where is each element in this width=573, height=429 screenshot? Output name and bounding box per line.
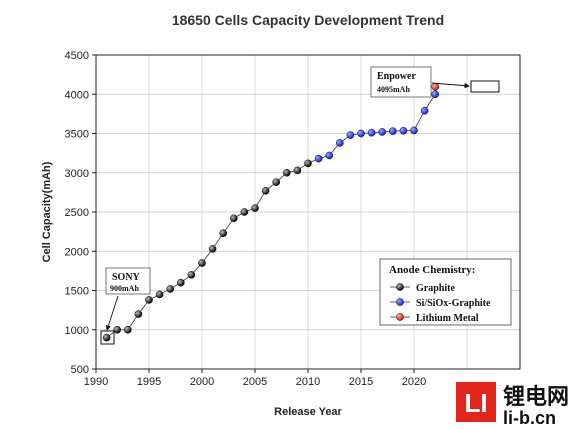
point-graphite bbox=[251, 204, 259, 212]
point-si-siox-graphite bbox=[410, 126, 418, 135]
sony-arrow bbox=[105, 295, 119, 331]
x-tick-label: 1990 bbox=[84, 376, 108, 388]
watermark-logo bbox=[456, 382, 496, 422]
watermark: LI 锂电网 li-b.cn bbox=[456, 382, 569, 428]
point-si-siox-graphite bbox=[399, 126, 408, 135]
legend-label-si-siox-graphite: Si/SiOx-Graphite bbox=[416, 298, 491, 309]
point-graphite bbox=[166, 285, 174, 293]
y-tick-label: 500 bbox=[71, 364, 89, 376]
point-si-siox-graphite bbox=[335, 139, 344, 147]
legend-title: Anode Chemistry: bbox=[389, 264, 475, 276]
point-graphite bbox=[124, 325, 132, 334]
legend-marker-lithium-metal bbox=[396, 313, 404, 321]
point-graphite bbox=[229, 214, 238, 223]
point-graphite bbox=[261, 187, 270, 195]
y-tick-label: 2000 bbox=[65, 246, 89, 258]
point-graphite bbox=[155, 290, 164, 299]
y-axis-label: Cell Capacity(mAh) bbox=[41, 161, 53, 262]
sony-sublabel: 900mAh bbox=[110, 284, 139, 293]
legend-label-graphite: Graphite bbox=[416, 283, 455, 294]
point-si-siox-graphite bbox=[314, 154, 323, 163]
point-graphite bbox=[208, 245, 217, 253]
sony-highlight-box bbox=[100, 330, 115, 345]
point-graphite bbox=[293, 166, 302, 175]
y-tick-label: 1000 bbox=[65, 325, 89, 337]
x-tick-label: 1995 bbox=[137, 376, 161, 388]
point-graphite bbox=[145, 296, 153, 304]
x-axis-label: Release Year bbox=[274, 406, 342, 418]
y-tick-label: 3500 bbox=[65, 129, 89, 141]
data-points bbox=[102, 82, 440, 342]
enpower-label-box bbox=[370, 66, 432, 98]
point-si-siox-graphite bbox=[367, 128, 376, 137]
legend-label-lithium-metal: Lithium Metal bbox=[416, 313, 479, 324]
point-graphite bbox=[187, 270, 196, 279]
watermark-logo-letters: LI bbox=[464, 388, 487, 418]
x-axis: 1990 1995 2000 2005 2010 2015 2020 bbox=[84, 369, 426, 388]
enpower-sublabel: 4095mAh bbox=[377, 85, 410, 94]
legend-entries: Graphite Si/SiOx-Graphite Lithium Metal bbox=[390, 283, 491, 324]
point-si-siox-graphite bbox=[346, 131, 355, 139]
y-tick-label: 4500 bbox=[65, 50, 89, 62]
y-tick-label: 3000 bbox=[65, 168, 89, 180]
point-graphite bbox=[176, 278, 185, 287]
point-si-siox-graphite bbox=[431, 90, 440, 99]
sony-label-box bbox=[105, 267, 151, 295]
y-tick-label: 4000 bbox=[65, 89, 89, 101]
y-axis: 500 1000 1500 2000 2500 3000 3500 4000 4500 bbox=[65, 50, 96, 376]
point-graphite bbox=[304, 159, 312, 168]
enpower-arrow bbox=[431, 82, 470, 89]
chart-title: 18650 Cells Capacity Development Trend bbox=[172, 12, 444, 28]
point-graphite bbox=[102, 333, 111, 342]
point-graphite bbox=[219, 229, 227, 237]
point-graphite bbox=[272, 178, 281, 186]
x-tick-label: 2015 bbox=[349, 376, 373, 388]
legend-marker-si-siox-graphite bbox=[396, 298, 404, 306]
x-tick-label: 2020 bbox=[402, 376, 426, 388]
grid bbox=[96, 55, 520, 369]
x-tick-label: 2000 bbox=[190, 376, 214, 388]
point-si-siox-graphite bbox=[325, 151, 334, 160]
point-si-siox-graphite bbox=[378, 128, 387, 136]
point-graphite bbox=[198, 259, 206, 267]
y-tick-label: 2500 bbox=[65, 207, 89, 219]
x-tick-label: 2010 bbox=[296, 376, 320, 388]
point-si-siox-graphite bbox=[388, 127, 397, 135]
point-graphite bbox=[113, 325, 121, 334]
enpower-label: Enpower bbox=[377, 71, 416, 82]
enpower-highlight-box bbox=[470, 80, 500, 93]
sony-label: SONY bbox=[112, 272, 141, 283]
x-tick-label: 2005 bbox=[243, 376, 267, 388]
watermark-cn-text: 锂电网 bbox=[503, 384, 569, 410]
point-si-siox-graphite bbox=[420, 106, 429, 115]
legend-marker-graphite bbox=[396, 283, 404, 291]
point-graphite bbox=[240, 208, 249, 216]
point-lithium-metal bbox=[431, 82, 440, 91]
watermark-url: li-b.cn bbox=[503, 408, 556, 428]
point-graphite bbox=[282, 168, 291, 177]
y-tick-label: 1500 bbox=[65, 286, 89, 298]
point-si-siox-graphite bbox=[357, 129, 365, 138]
point-graphite bbox=[134, 310, 143, 318]
